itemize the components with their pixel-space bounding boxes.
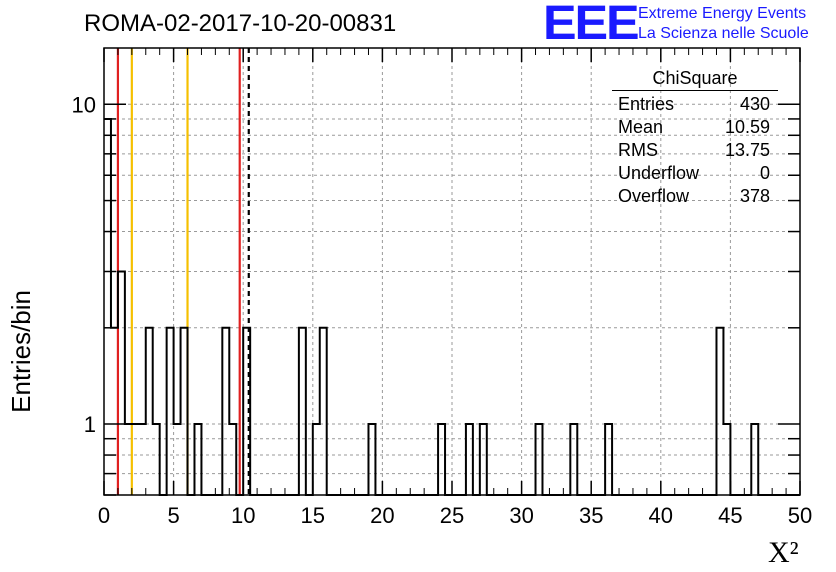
logo-line-2: La Scienza nelle Scuole <box>638 25 809 42</box>
stats-row: Entries 430 <box>612 93 778 116</box>
plot-title: ROMA-02-2017-10-20-00831 <box>84 10 397 37</box>
stats-value: 10.59 <box>724 117 770 137</box>
x-tick-label: 35 <box>579 503 603 528</box>
stats-row: RMS 13.75 <box>612 139 778 162</box>
x-tick-label: 30 <box>509 503 533 528</box>
stats-label: Overflow <box>618 186 690 206</box>
stats-label: Mean <box>618 117 664 137</box>
x-tick-label: 50 <box>788 503 812 528</box>
logo-caption: Extreme Energy Events La Scienza nelle S… <box>638 4 809 44</box>
grid-lines <box>104 48 800 496</box>
stats-label: Entries <box>618 94 675 114</box>
stats-value: 13.75 <box>724 140 770 160</box>
stats-value: 0 <box>759 163 770 183</box>
y-tick-label: 10 <box>72 92 96 117</box>
axis-ticks <box>103 48 801 496</box>
stats-row: Mean 10.59 <box>612 116 778 139</box>
x-tick-label: 25 <box>440 503 464 528</box>
stats-divider <box>612 90 778 91</box>
stats-label: Underflow <box>618 163 700 183</box>
eee-logo: EEE <box>543 0 640 50</box>
stats-row: Overflow 378 <box>612 185 778 208</box>
x-tick-label: 40 <box>649 503 673 528</box>
x-tick-label: 5 <box>167 503 179 528</box>
stats-row: Underflow 0 <box>612 162 778 185</box>
stats-value: 378 <box>739 186 770 206</box>
x-tick-label: 10 <box>231 503 255 528</box>
x-tick-label: 45 <box>718 503 742 528</box>
logo-line-1: Extreme Energy Events <box>638 5 807 22</box>
y-axis-label: Entries/bin <box>6 290 36 413</box>
y-tick-label: 1 <box>84 412 96 437</box>
stats-label: RMS <box>618 140 658 160</box>
x-tick-label: 0 <box>98 503 110 528</box>
axis-tick-labels: 0 5 10 15 20 25 30 35 40 45 50 1 10 <box>72 92 813 528</box>
stats-box: ChiSquare Entries 430 Mean 10.59 RMS 13.75 Und… <box>612 66 778 208</box>
x-tick-label: 15 <box>301 503 325 528</box>
x-tick-label: 20 <box>370 503 394 528</box>
stats-value: 430 <box>739 94 770 114</box>
stats-rows: Entries 430 Mean 10.59 RMS 13.75 Underflow 0 Ove… <box>612 93 778 208</box>
stats-title: ChiSquare <box>652 68 738 88</box>
x-axis-label: X² <box>768 536 799 569</box>
